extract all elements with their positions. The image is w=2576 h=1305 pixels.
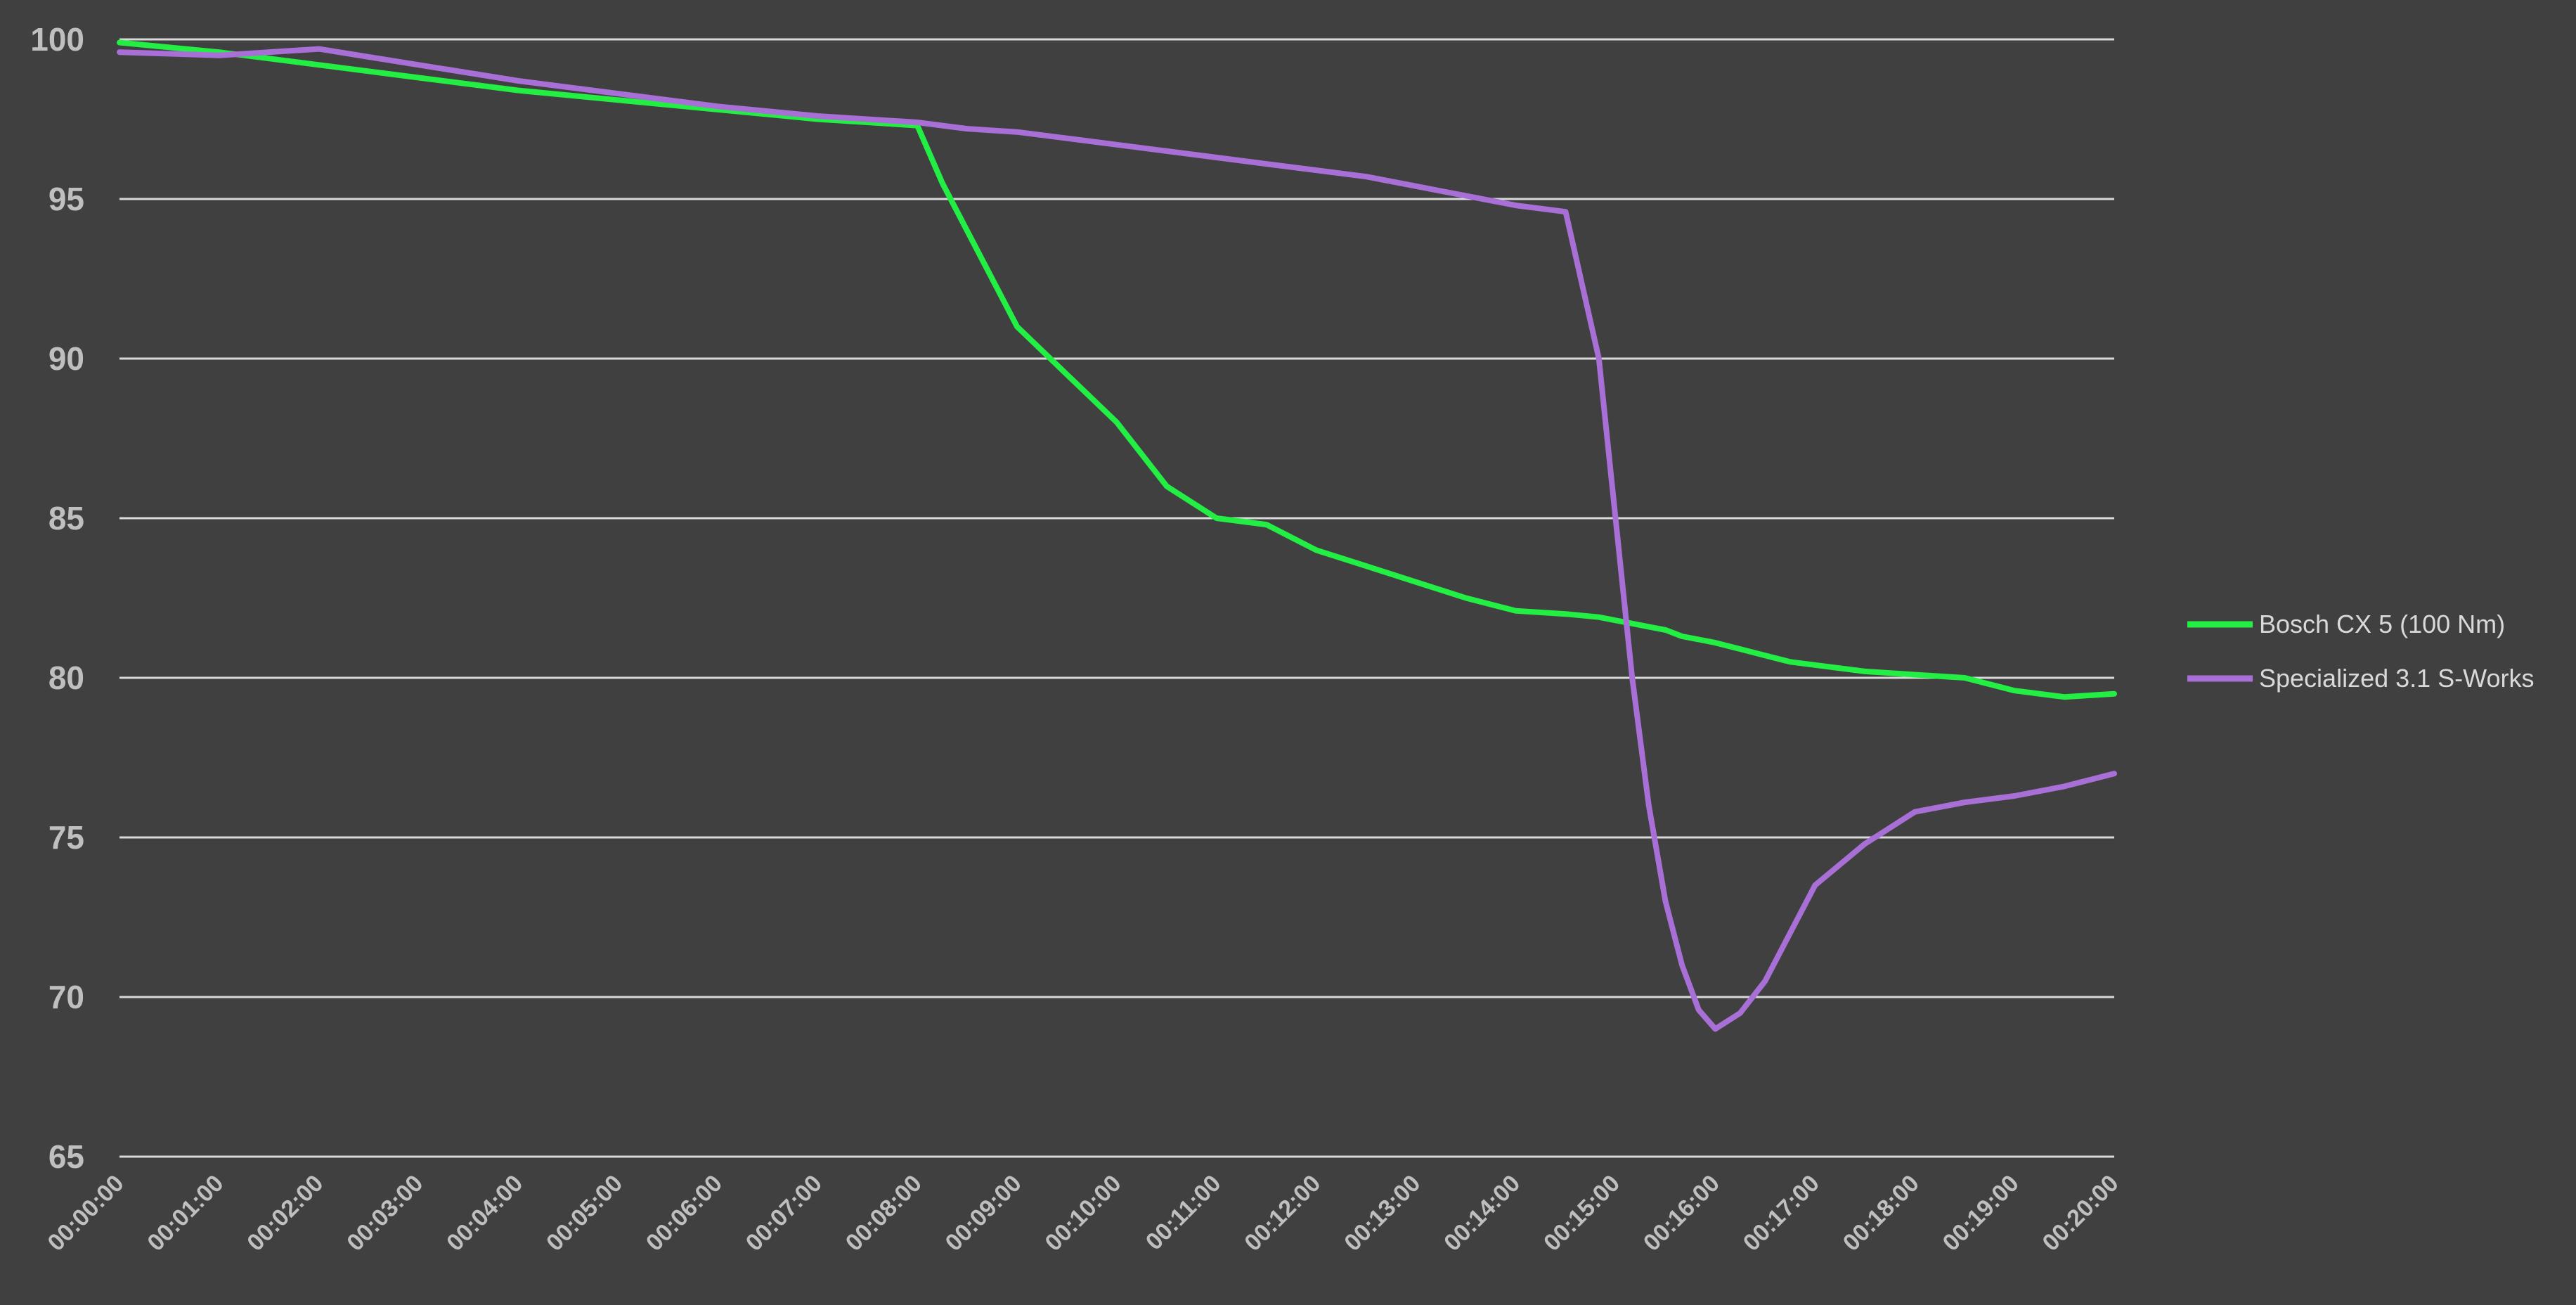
series-line-1	[117, 39, 2117, 700]
series-lines	[117, 39, 2117, 1032]
y-axis-ticks: 65 70 75 80 85 90 95 100	[30, 21, 84, 1175]
legend-label-2: Specialized 3.1 S-Works	[2259, 664, 2535, 693]
y-tick-label: 90	[48, 340, 84, 377]
y-tick-label: 75	[48, 819, 84, 856]
y-tick-label: 95	[48, 181, 84, 217]
series-line-2	[117, 46, 2117, 1032]
y-tick-label: 80	[48, 660, 84, 696]
y-tick-label: 85	[48, 500, 84, 536]
y-tick-label: 100	[30, 21, 84, 58]
gridlines	[119, 38, 2114, 1158]
legend: Bosch CX 5 (100 Nm) Specialized 3.1 S-Wor…	[2187, 610, 2535, 693]
y-tick-label: 70	[48, 979, 84, 1015]
legend-label-1: Bosch CX 5 (100 Nm)	[2259, 610, 2505, 638]
y-tick-label: 65	[48, 1138, 84, 1175]
